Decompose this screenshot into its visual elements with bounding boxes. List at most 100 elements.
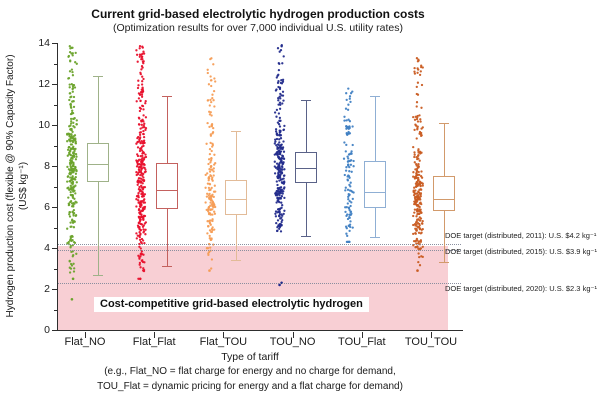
data-point	[67, 168, 71, 171]
data-point	[140, 95, 144, 98]
data-point	[140, 65, 144, 68]
data-point	[281, 155, 285, 158]
data-point	[278, 164, 281, 167]
data-point	[210, 230, 214, 234]
data-point	[274, 212, 277, 215]
data-point	[210, 178, 214, 181]
data-point	[276, 183, 279, 187]
data-point	[349, 220, 352, 223]
data-point	[415, 57, 419, 60]
data-point	[72, 162, 75, 165]
data-point	[211, 219, 214, 223]
data-point	[74, 51, 77, 55]
data-point	[417, 191, 420, 194]
data-point	[343, 115, 346, 118]
data-point	[70, 250, 73, 254]
data-point	[144, 102, 147, 105]
data-point	[138, 149, 142, 153]
y-tick	[51, 330, 57, 331]
data-point	[419, 247, 422, 250]
data-point	[66, 227, 69, 230]
data-point	[144, 99, 147, 103]
data-point	[211, 93, 214, 96]
data-point	[348, 153, 351, 156]
data-point	[346, 202, 349, 205]
data-point	[413, 192, 417, 195]
data-point	[418, 159, 421, 162]
data-point	[418, 228, 422, 231]
data-point	[72, 164, 75, 167]
data-point	[413, 118, 417, 121]
data-point	[204, 173, 207, 177]
data-point	[144, 228, 147, 231]
x-tick	[223, 332, 225, 338]
data-point	[421, 245, 424, 248]
data-point	[279, 170, 282, 173]
data-point	[141, 152, 144, 155]
data-point	[415, 204, 419, 207]
data-point	[69, 47, 72, 50]
data-point	[212, 170, 215, 173]
data-point	[207, 253, 210, 257]
data-point	[420, 65, 423, 69]
chart-title: Current grid-based electrolytic hydrogen…	[91, 7, 425, 21]
data-point	[351, 143, 354, 147]
data-point	[419, 240, 423, 243]
data-point	[348, 229, 351, 233]
data-point	[141, 80, 144, 83]
data-point	[276, 47, 280, 50]
data-point	[141, 75, 144, 78]
data-point	[205, 195, 209, 198]
data-point	[416, 199, 419, 203]
data-point	[412, 175, 415, 178]
whisker-cap	[93, 75, 103, 77]
data-point	[142, 52, 146, 55]
data-point	[418, 264, 422, 267]
data-point	[346, 175, 349, 178]
data-point	[349, 92, 353, 95]
data-point	[278, 152, 281, 156]
data-point	[210, 157, 213, 160]
data-point	[277, 143, 280, 146]
data-point	[418, 205, 421, 209]
data-point	[412, 223, 415, 227]
data-point	[276, 219, 280, 222]
data-point	[277, 167, 280, 170]
data-point	[70, 139, 73, 142]
data-point	[135, 205, 138, 208]
data-point	[75, 201, 78, 204]
data-point	[350, 212, 353, 215]
data-point	[143, 201, 147, 204]
data-point	[139, 127, 142, 130]
data-point	[143, 241, 146, 245]
data-point	[206, 220, 209, 223]
data-point	[139, 154, 142, 158]
data-point	[350, 150, 353, 153]
data-point	[138, 158, 141, 161]
data-point	[140, 83, 144, 86]
data-point	[66, 133, 69, 136]
data-point	[207, 206, 210, 209]
data-point	[72, 121, 75, 124]
data-point	[413, 70, 416, 73]
data-point	[420, 181, 423, 184]
data-point	[346, 108, 350, 111]
data-point	[414, 239, 418, 242]
data-point	[413, 186, 416, 189]
data-point	[413, 211, 416, 214]
data-point	[137, 135, 140, 139]
data-point	[71, 70, 74, 74]
data-point	[282, 187, 286, 190]
data-point	[138, 218, 142, 222]
outlier-point	[208, 269, 211, 272]
data-point	[276, 199, 279, 202]
data-point	[137, 277, 140, 280]
data-point	[279, 143, 283, 147]
data-point	[213, 77, 216, 80]
data-point	[140, 184, 143, 187]
data-point	[275, 221, 278, 225]
data-point	[418, 188, 421, 191]
data-point	[72, 270, 76, 273]
data-point	[419, 208, 422, 211]
data-point	[72, 201, 75, 205]
